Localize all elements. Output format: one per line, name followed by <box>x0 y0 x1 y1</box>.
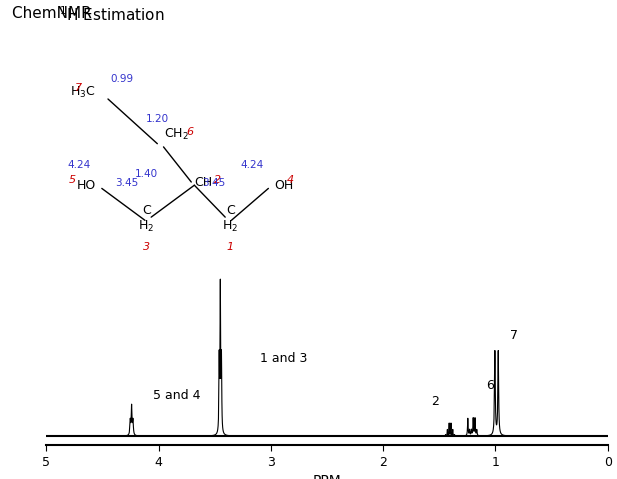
Text: C: C <box>142 204 151 217</box>
Text: C: C <box>226 204 234 217</box>
Text: H$_3$C: H$_3$C <box>70 85 96 100</box>
Text: 1 and 3: 1 and 3 <box>260 353 307 365</box>
Text: 3.45: 3.45 <box>202 178 226 188</box>
Text: CH$_2$: CH$_2$ <box>164 126 188 142</box>
Text: 6: 6 <box>186 127 194 137</box>
X-axis label: PPM: PPM <box>313 474 341 479</box>
Text: 1.40: 1.40 <box>135 169 159 179</box>
Text: 5 and 4: 5 and 4 <box>153 388 201 401</box>
Text: 7: 7 <box>510 329 518 342</box>
Text: H$_2$: H$_2$ <box>138 219 154 234</box>
Text: 4.24: 4.24 <box>240 160 263 170</box>
Text: 3.45: 3.45 <box>115 178 138 188</box>
Text: 5: 5 <box>69 175 77 185</box>
Text: 2: 2 <box>431 395 439 408</box>
Text: 1.20: 1.20 <box>146 114 169 125</box>
Text: 7: 7 <box>75 83 83 93</box>
Text: 3: 3 <box>143 242 150 252</box>
Text: 4.24: 4.24 <box>67 160 91 170</box>
Text: 4: 4 <box>286 175 294 185</box>
Text: CH: CH <box>194 175 212 189</box>
Text: 1: 1 <box>226 242 234 252</box>
Text: 2: 2 <box>213 175 221 185</box>
Text: $^{1}$H Estimation: $^{1}$H Estimation <box>59 6 164 24</box>
Text: HO: HO <box>77 179 96 192</box>
Text: 0.99: 0.99 <box>110 74 134 83</box>
Text: H$_2$: H$_2$ <box>222 219 238 234</box>
Text: ChemNMR: ChemNMR <box>12 6 97 21</box>
Text: 6: 6 <box>486 379 494 392</box>
Text: OH: OH <box>275 179 294 192</box>
